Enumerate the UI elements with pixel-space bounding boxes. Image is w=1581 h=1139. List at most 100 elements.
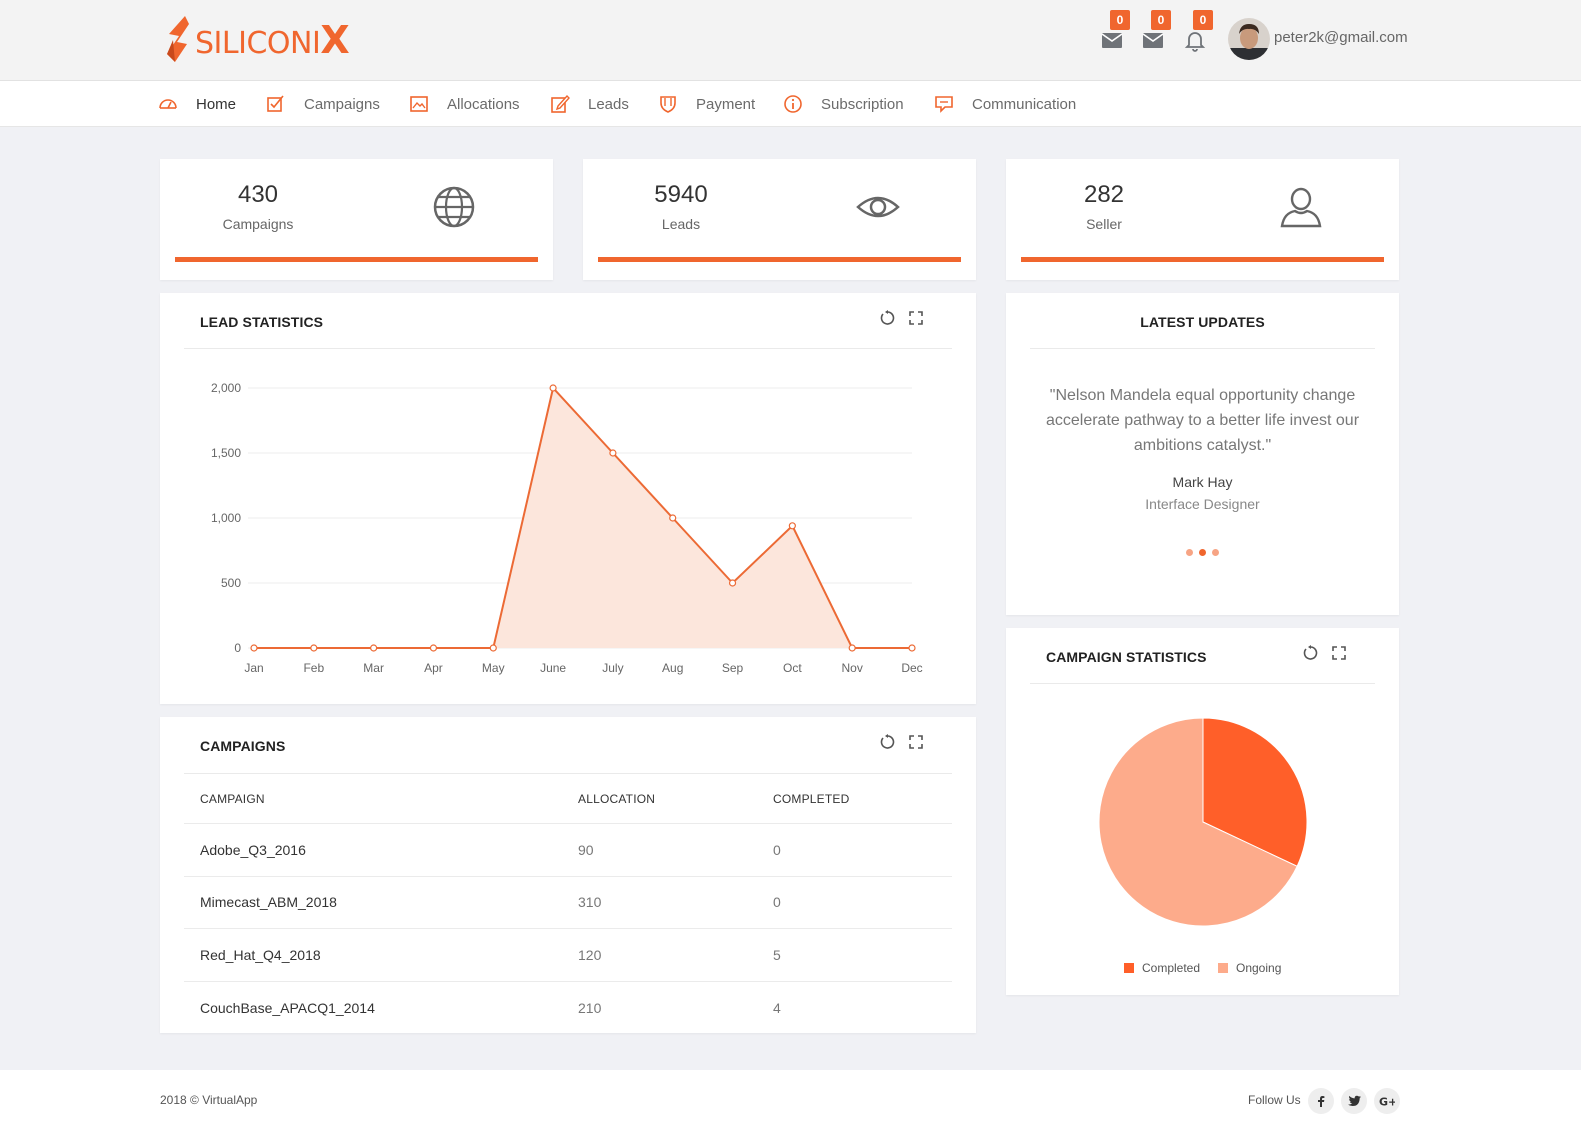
panel-title: LATEST UPDATES (1140, 314, 1265, 330)
data-point[interactable] (429, 644, 438, 652)
campaign-statistics-panel: CAMPAIGN STATISTICS Completed Ongoing (1006, 628, 1399, 995)
logo-mark-icon (167, 16, 189, 62)
carousel-dot[interactable] (1212, 549, 1219, 556)
edit-icon (551, 94, 570, 113)
table-row[interactable]: CouchBase_APACQ1_2014 210 4 (184, 982, 952, 1035)
svg-text:G+: G+ (1379, 1096, 1395, 1108)
x-tick-label: Sep (722, 661, 744, 675)
refresh-icon[interactable] (880, 734, 896, 750)
table-row[interactable]: Adobe_Q3_2016 90 0 (184, 824, 952, 877)
mail-badge: 0 (1151, 10, 1171, 30)
messages-badge: 0 (1110, 10, 1130, 30)
carousel-dot[interactable] (1199, 549, 1206, 556)
stat-value: 282 (1083, 181, 1125, 208)
table-row[interactable]: Red_Hat_Q4_2018 120 5 (184, 929, 952, 982)
image-icon (410, 96, 428, 112)
brand-logo[interactable]: SILICONIX (163, 14, 350, 66)
completed-value: 0 (773, 841, 781, 858)
nav-item-home[interactable]: Home (158, 81, 236, 127)
x-tick-label: Mar (363, 661, 384, 675)
nav-item-subscription[interactable]: Subscription (783, 81, 904, 127)
twitter-icon[interactable] (1341, 1088, 1367, 1114)
series-line (254, 385, 912, 649)
stat-card-leads: 5940 Leads (583, 159, 976, 280)
avatar[interactable] (1228, 18, 1270, 60)
x-tick-label: Apr (424, 661, 443, 675)
nav-item-communication[interactable]: Communication (934, 81, 1076, 127)
bell-icon[interactable]: 0 (1183, 10, 1213, 52)
facebook-icon[interactable] (1308, 1088, 1334, 1114)
completed-value: 4 (773, 999, 781, 1016)
carousel-dots (1006, 549, 1399, 556)
top-header: SILICONIX 0 0 0 peter2k@gmail.com (0, 0, 1581, 81)
mail-icon[interactable]: 0 (1141, 10, 1171, 52)
data-point[interactable] (549, 384, 557, 392)
nav-item-leads[interactable]: Leads (550, 81, 629, 127)
pie-slice[interactable] (1202, 717, 1308, 867)
panel-tools (880, 310, 924, 326)
expand-icon[interactable] (1331, 645, 1347, 661)
table-row[interactable]: Mimecast_ABM_2018 310 0 (184, 877, 952, 929)
column-header[interactable]: ALLOCATION (578, 791, 656, 806)
latest-updates-panel: LATEST UPDATES "Nelson Mandela equal opp… (1006, 293, 1399, 615)
x-tick-label: Jan (244, 661, 263, 675)
messages-icon[interactable]: 0 (1100, 10, 1130, 52)
nav-item-allocations[interactable]: Allocations (409, 81, 520, 127)
allocation-value: 120 (578, 946, 602, 963)
data-point[interactable] (788, 522, 796, 530)
copyright-text: 2018 © VirtualApp (160, 1093, 258, 1107)
data-point[interactable] (370, 644, 378, 652)
x-tick-label: June (540, 661, 566, 675)
data-point[interactable] (310, 644, 318, 652)
x-tick-label: Feb (303, 661, 324, 675)
stat-label: Seller (1086, 216, 1122, 232)
panel-tools (880, 734, 924, 750)
allocation-value: 210 (578, 999, 602, 1016)
stat-card-campaigns: 430 Campaigns (160, 159, 553, 280)
refresh-icon[interactable] (880, 310, 896, 326)
expand-icon[interactable] (908, 310, 924, 326)
campaign-name: Red_Hat_Q4_2018 (200, 946, 321, 963)
area-fill (254, 388, 912, 648)
campaign-name: CouchBase_APACQ1_2014 (200, 999, 375, 1016)
data-point[interactable] (728, 579, 737, 587)
campaign-name: Mimecast_ABM_2018 (200, 894, 337, 911)
checkbox-icon (267, 95, 284, 112)
data-point[interactable] (908, 644, 916, 652)
y-tick-label: 500 (221, 576, 241, 590)
expand-icon[interactable] (908, 734, 924, 750)
y-tick-label: 0 (234, 641, 241, 655)
legend-label[interactable]: Completed (1142, 961, 1200, 975)
stat-progress-bar (598, 257, 961, 262)
nav-item-payment[interactable]: Payment (658, 81, 755, 127)
legend-label[interactable]: Ongoing (1236, 961, 1281, 975)
x-tick-label: May (482, 661, 505, 675)
data-point[interactable] (669, 514, 677, 522)
data-point[interactable] (250, 644, 258, 652)
lead-statistics-chart: 0 500 1,000 1,500 2,000 Jan Feb Mar Apr May June Ju… (211, 381, 923, 675)
carousel-dot[interactable] (1186, 549, 1193, 556)
x-tick-label: Nov (842, 661, 863, 675)
refresh-icon[interactable] (1303, 645, 1319, 661)
completed-value: 0 (773, 894, 781, 911)
data-point[interactable] (609, 449, 617, 457)
panel-tools (1303, 645, 1347, 661)
data-point[interactable] (848, 644, 856, 652)
data-point[interactable] (489, 644, 497, 652)
column-header[interactable]: COMPLETED (773, 791, 850, 806)
campaigns-panel: CAMPAIGNS CAMPAIGN ALLOCATION COMPLETED … (160, 717, 976, 1033)
column-header[interactable]: CAMPAIGN (200, 791, 265, 806)
footer: 2018 © VirtualApp Follow Us G+ (0, 1070, 1581, 1139)
panel-divider (184, 348, 952, 349)
y-tick-label: 1,000 (211, 511, 241, 525)
panel-divider (1030, 683, 1375, 684)
google-plus-icon[interactable]: G+ (1374, 1088, 1400, 1114)
user-email[interactable]: peter2k@gmail.com (1274, 29, 1408, 46)
nav-item-campaigns[interactable]: Campaigns (266, 81, 380, 127)
stat-value: 5940 (654, 181, 708, 208)
pie-slice[interactable] (1098, 717, 1298, 927)
stat-value: 430 (237, 181, 279, 208)
stat-label: Leads (661, 216, 701, 232)
x-tick-label: Aug (662, 661, 683, 675)
notifications-badge: 0 (1193, 10, 1213, 30)
